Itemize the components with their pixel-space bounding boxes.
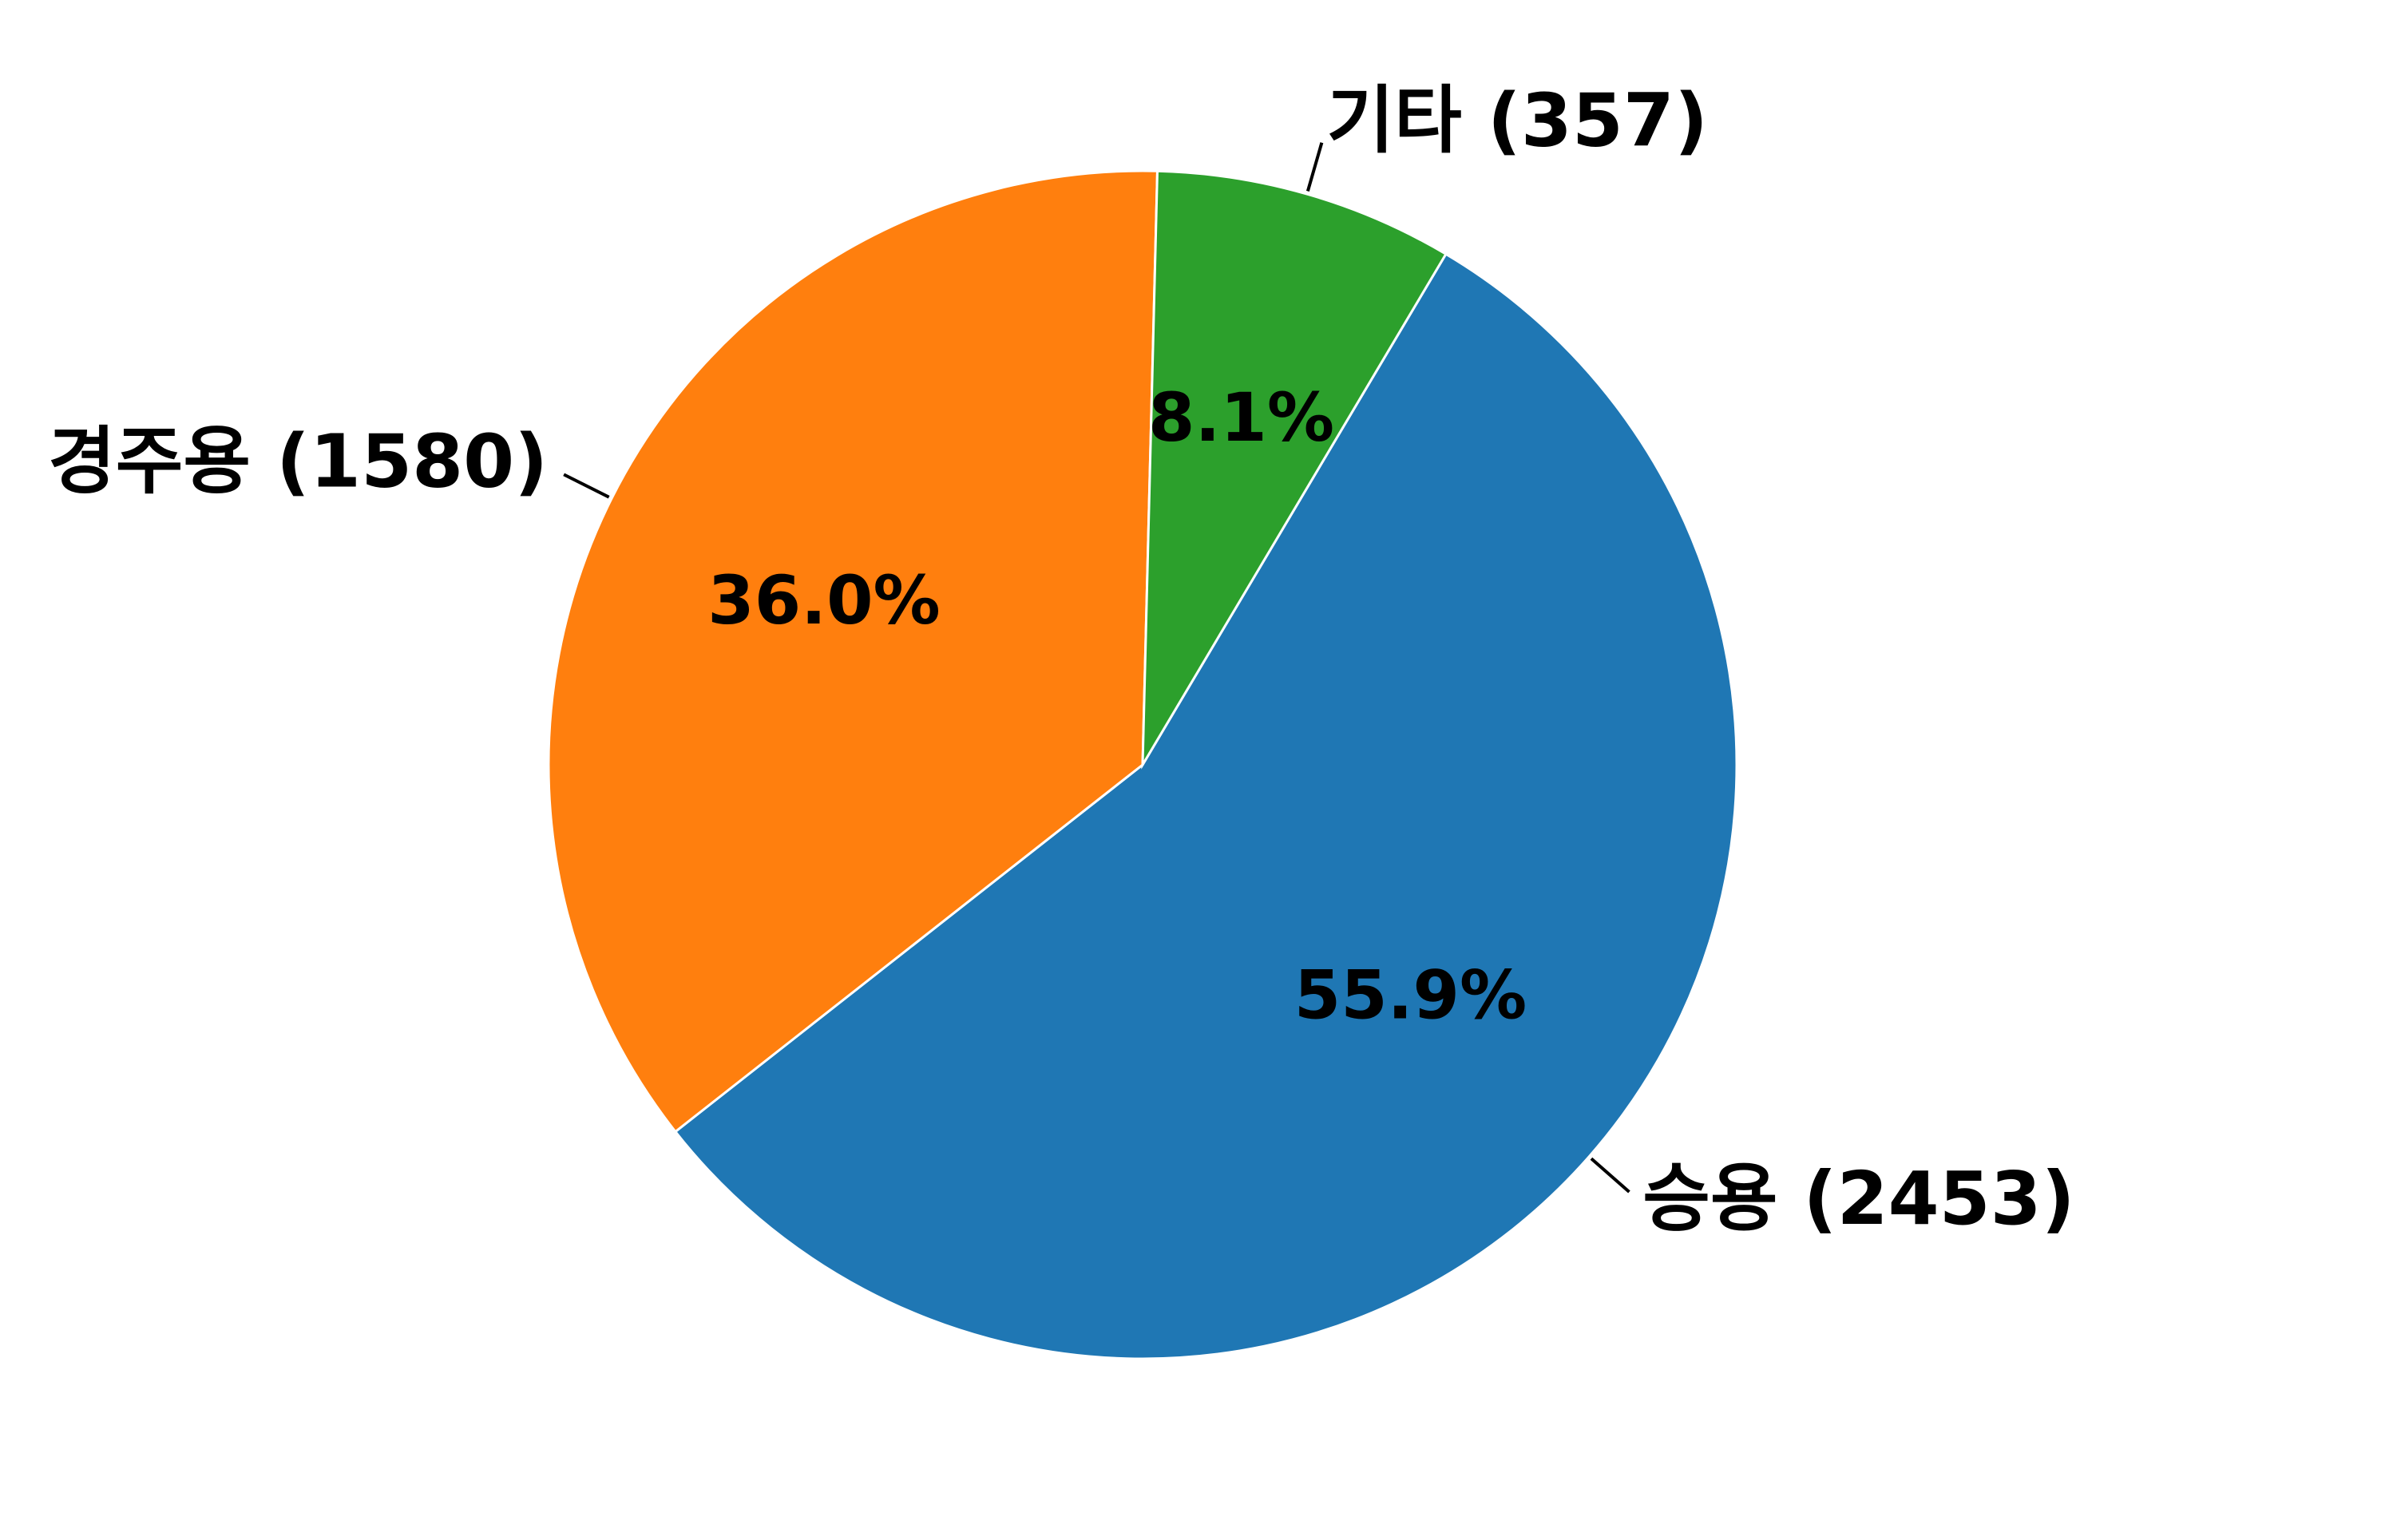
category-labels: 승용 (2453) 경주용 (1580) 기타 (357) (48, 78, 2075, 1241)
pie-slice-2 (1141, 169, 1448, 770)
pie-slices (547, 169, 1738, 1360)
percent-label-0: 55.9% (1294, 956, 1527, 1034)
category-label-1: 경주용 (1580) (48, 419, 548, 505)
leader-line-0 (1590, 1157, 1630, 1194)
category-label-2: 기타 (357) (1327, 78, 1708, 164)
pie-slice-0 (673, 252, 1738, 1360)
leader-lines (563, 142, 1630, 1194)
percent-label-1: 36.0% (707, 561, 940, 639)
pie-slice-1 (547, 169, 1159, 1134)
leader-line-1 (563, 473, 610, 499)
percent-labels: 55.9% 36.0% 8.1% (707, 378, 1527, 1034)
percent-label-2: 8.1% (1148, 378, 1334, 457)
category-label-0: 승용 (2453) (1642, 1156, 2074, 1241)
leader-line-2 (1305, 142, 1324, 192)
